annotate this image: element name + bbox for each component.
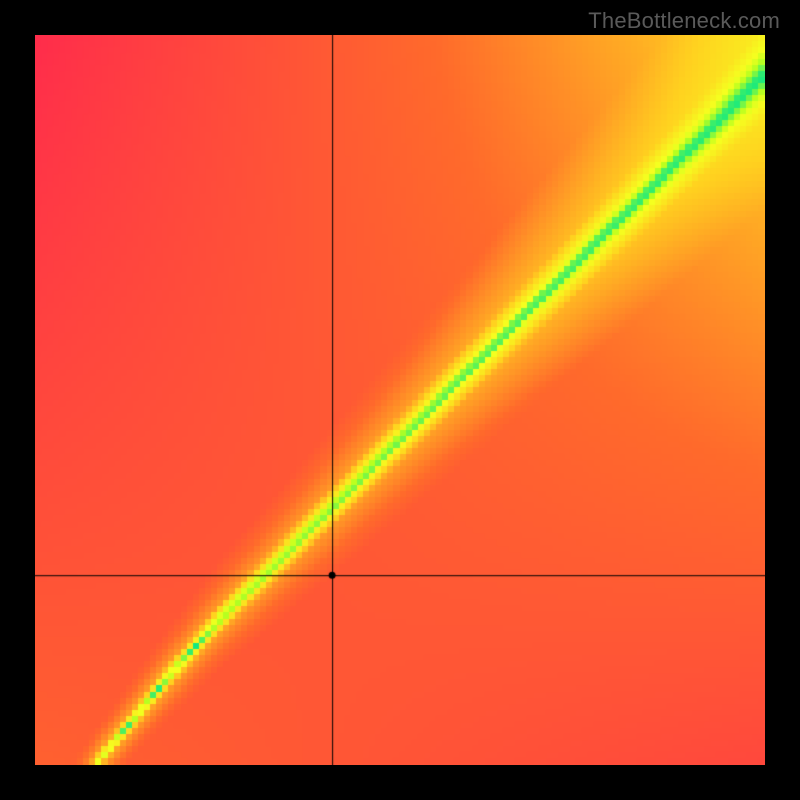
chart-container: { "watermark": { "text": "TheBottleneck.… xyxy=(0,0,800,800)
watermark-text: TheBottleneck.com xyxy=(588,8,780,34)
bottleneck-heatmap xyxy=(35,35,765,765)
